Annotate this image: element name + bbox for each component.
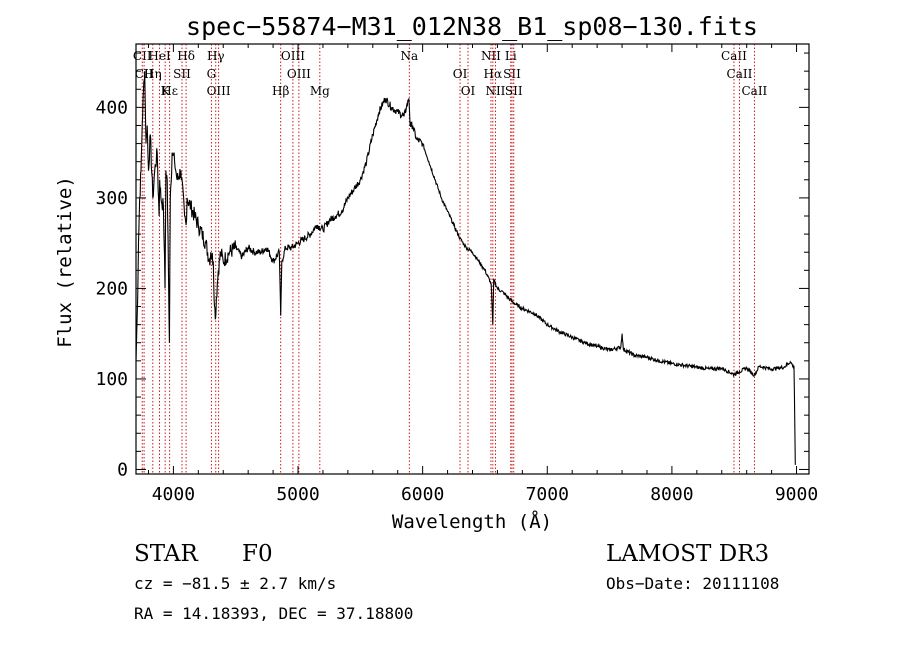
y-tick-label: 200 <box>95 278 128 299</box>
x-tick-label: 4000 <box>152 484 195 505</box>
line-marker-label: Hγ <box>207 49 225 63</box>
axis-ticks: 4000 5000 6000 7000 8000 9000 0 100 200 300 400 <box>95 44 818 505</box>
line-marker-label: Hδ <box>177 49 195 63</box>
line-marker-label: K <box>161 84 171 98</box>
object-class: STAR <box>134 541 198 567</box>
line-marker-label: CaII <box>727 67 753 81</box>
x-tick-label: 9000 <box>775 484 818 505</box>
x-tick-label: 8000 <box>650 484 693 505</box>
line-marker-label: NII <box>485 84 505 98</box>
line-marker-label: OIII <box>281 49 305 63</box>
coordinates: RA = 14.18393, DEC = 37.18800 <box>134 604 413 623</box>
subclass: F0 <box>242 541 273 567</box>
line-marker-label: OIII <box>207 84 231 98</box>
x-axis-label: Wavelength (Å) <box>392 510 552 533</box>
y-tick-label: 0 <box>117 459 128 480</box>
line-marker-label: Hη <box>144 67 162 81</box>
survey-name: LAMOST DR3 <box>606 541 769 567</box>
line-marker-label: Li <box>505 49 517 63</box>
y-tick-label: 100 <box>95 369 128 390</box>
line-marker-label: CaII <box>721 49 747 63</box>
line-markers: CIICIIKHeIHηHεHδSIIOIIIHγGHβOIIIOIIIMgNa… <box>133 44 768 474</box>
line-marker-label: Hβ <box>272 84 289 98</box>
x-tick-label: 7000 <box>526 484 569 505</box>
line-marker-label: HeI <box>148 49 171 63</box>
line-marker-label: CII <box>133 49 152 63</box>
line-marker-label: SII <box>503 67 521 81</box>
y-axis-label: Flux (relative) <box>54 176 76 348</box>
redshift: cz = −81.5 ± 2.7 km/s <box>134 574 336 593</box>
y-tick-label: 400 <box>95 97 128 118</box>
line-marker-label: Hα <box>484 67 503 81</box>
line-marker-label: SII <box>505 84 523 98</box>
chart-title: spec−55874−M31_012N38_B1_sp08−130.fits <box>186 12 758 41</box>
obs-date: Obs−Date: 20111108 <box>606 574 779 593</box>
y-tick-label: 300 <box>95 188 128 209</box>
spectrum-line <box>135 71 796 465</box>
line-marker-label: NII <box>481 49 501 63</box>
line-marker-label: Mg <box>310 84 330 98</box>
x-tick-label: 5000 <box>276 484 319 505</box>
line-marker-label: SII <box>173 67 191 81</box>
line-marker-label: OI <box>461 84 476 98</box>
plot-frame <box>135 43 810 475</box>
line-marker-label: Hε <box>161 84 178 98</box>
line-marker-label: CaII <box>741 84 767 98</box>
line-marker-label: G <box>207 67 217 81</box>
line-marker-label: OIII <box>287 67 311 81</box>
line-marker-label: Na <box>400 49 418 63</box>
x-tick-label: 6000 <box>401 484 444 505</box>
line-marker-label: OI <box>453 67 468 81</box>
